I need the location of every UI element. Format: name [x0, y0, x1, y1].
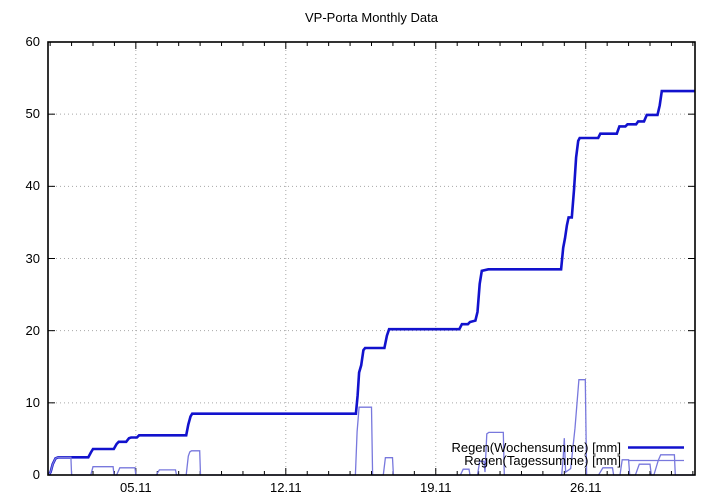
- legend-entry-tagessumme: Regen(Tagessumme) [mm]: [464, 453, 621, 468]
- legend-entry-wochensumme: Regen(Wochensumme) [mm]: [451, 440, 621, 455]
- y-tick-label: 60: [25, 34, 40, 49]
- x-tick-label: 26.11: [569, 480, 602, 495]
- x-tick-label: 12.11: [270, 480, 302, 495]
- y-tick-label: 20: [25, 322, 40, 338]
- tagessumme-line: [48, 379, 694, 476]
- x-tick-label: 05.11: [120, 480, 152, 495]
- chart-title: VP-Porta Monthly Data: [305, 10, 438, 25]
- x-tick-label: 19.11: [419, 480, 452, 495]
- series-lines: [47, 89, 695, 476]
- legend-sample-lines: [628, 446, 684, 462]
- plot-border: [47, 41, 696, 476]
- y-tick-label: 40: [25, 178, 40, 194]
- y-tick-label: 30: [25, 250, 40, 266]
- y-tick-label: 50: [25, 106, 40, 122]
- wochensumme-line: [47, 89, 695, 476]
- y-tick-label: 0: [32, 467, 40, 482]
- y-tick-label: 10: [25, 394, 40, 410]
